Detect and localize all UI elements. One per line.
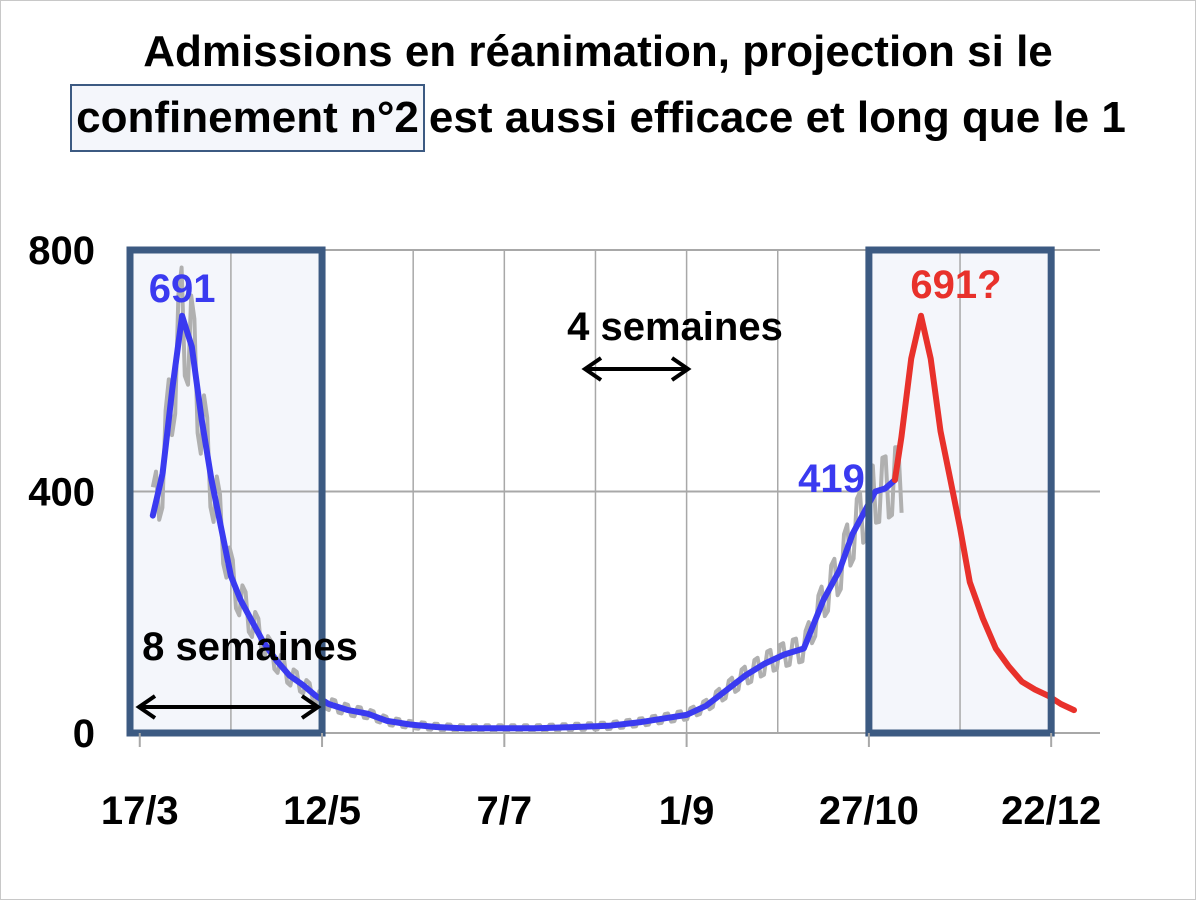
x-tick-label: 22/12	[1001, 789, 1101, 833]
title-line-1: Admissions en réanimation, projection si…	[143, 27, 1053, 76]
eight-weeks-arrow-head-right	[300, 694, 322, 720]
four-weeks-arrow-head-right	[670, 356, 692, 382]
y-tick-label: 400	[28, 471, 95, 515]
chart-title: Admissions en réanimation, projection si…	[0, 20, 1196, 152]
projection-series-line	[891, 312, 1077, 714]
x-tick-label: 7/7	[477, 789, 533, 833]
x-tick-label: 1/9	[659, 789, 715, 833]
eight-weeks-label: 8 semaines	[142, 625, 358, 669]
four-weeks-label: 4 semaines	[567, 305, 783, 349]
peak1-label: 691	[149, 267, 216, 311]
four-weeks-arrow-head-left	[581, 356, 603, 382]
current-value-label: 419	[798, 457, 865, 501]
lockdown-box-1	[126, 246, 326, 737]
title-highlight-box: confinement n°2	[70, 84, 425, 152]
observed-series-line	[149, 312, 898, 732]
four-weeks-arrow	[581, 356, 692, 382]
title-line-2-rest: est aussi efficace et long que le 1	[428, 93, 1126, 142]
x-tick-label: 12/5	[283, 789, 361, 833]
x-tick-label: 17/3	[101, 789, 179, 833]
y-tick-label: 0	[73, 712, 95, 756]
y-tick-label: 800	[28, 229, 95, 273]
lockdown-box-2	[865, 246, 1055, 737]
peak2-label: 691?	[910, 263, 1001, 307]
eight-weeks-arrow	[135, 694, 322, 720]
eight-weeks-arrow-head-left	[135, 694, 157, 720]
title-line-2: confinement n°2 est aussi efficace et lon…	[0, 84, 1196, 152]
x-tick-label: 27/10	[819, 789, 919, 833]
